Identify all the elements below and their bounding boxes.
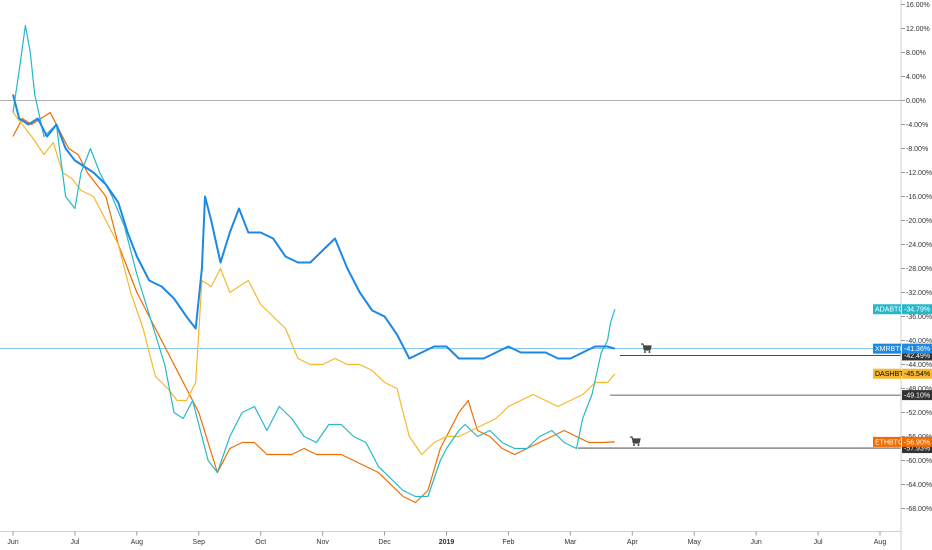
- marker-tag-value: -49.10%: [904, 393, 930, 400]
- tag-layer: -42.49% -49.10% -57.93% ADABTC -34.79% XMRBTC…: [873, 304, 932, 454]
- y-tick-label: -12.00%: [906, 170, 932, 177]
- series-value-tag: -34.79%: [904, 307, 930, 314]
- series-name-tag-bg: [873, 343, 901, 354]
- series-value-tag-bg: [902, 304, 932, 315]
- marker-tag-bg: [902, 390, 932, 401]
- marker-tag-value: -57.93%: [904, 446, 930, 453]
- y-tick-label: -24.00%: [906, 242, 932, 249]
- y-tick-label: -44.00%: [906, 362, 932, 369]
- y-tick-label: -16.00%: [906, 194, 932, 201]
- y-tick-label: -40.00%: [906, 338, 932, 345]
- cart-icon-wheel: [648, 351, 651, 353]
- series-value-tag: -45.54%: [904, 371, 930, 378]
- series-name-tag: XMRBTC: [875, 346, 905, 353]
- marker-layer: [578, 343, 901, 449]
- y-tick-label: -60.00%: [906, 458, 932, 465]
- x-tick-label: Feb: [502, 539, 514, 546]
- series-line-adabtc: [12, 24, 616, 498]
- x-tick-label: May: [688, 539, 702, 546]
- x-tick-label: Nov: [316, 539, 329, 546]
- y-tick-label: 0.00%: [906, 98, 926, 105]
- series-name-tag: ADABTC: [875, 307, 903, 314]
- series-name-tag: ETHBTC: [875, 439, 903, 446]
- cart-icon-basket: [643, 346, 651, 350]
- x-tick-label: 2019: [439, 539, 455, 546]
- x-tick-label: Sep: [193, 539, 206, 546]
- cart-icon: [641, 343, 652, 353]
- series-value-tag-bg: [902, 343, 932, 354]
- cart-icon-wheel: [637, 444, 640, 446]
- series-name-tag-bg: [873, 304, 901, 315]
- cart-icon-wheel: [633, 444, 635, 446]
- y-tick-label: -64.00%: [906, 482, 932, 489]
- x-tick-label: Aug: [874, 539, 887, 546]
- y-tick-label: -52.00%: [906, 410, 932, 417]
- x-tick-label: Jun: [7, 539, 18, 546]
- x-tick-label: Apr: [627, 539, 639, 546]
- series-value-tag-bg: [902, 436, 932, 447]
- y-tick-label: -8.00%: [906, 146, 928, 153]
- y-tick-label: -48.00%: [906, 386, 932, 393]
- y-tick-label: -32.00%: [906, 290, 932, 297]
- series-name-tag: DASHBTC: [875, 371, 908, 378]
- y-tick-label: -4.00%: [906, 122, 928, 129]
- series-value-tag: -41.36%: [904, 346, 930, 353]
- y-tick-label: 12.00%: [906, 26, 930, 33]
- x-tick-label: Jul: [814, 539, 823, 546]
- cart-icon-wheel: [644, 351, 646, 353]
- series-layer: [12, 24, 616, 504]
- series-name-tag-bg: [873, 368, 901, 379]
- x-tick-label: Dec: [378, 539, 391, 546]
- x-tick-label: Oct: [255, 539, 266, 546]
- y-tick-label: 4.00%: [906, 74, 926, 81]
- grid-layer: [0, 100, 901, 350]
- x-tick-label: Jul: [70, 539, 79, 546]
- cart-icon-basket: [632, 439, 640, 443]
- y-tick-label: -20.00%: [906, 218, 932, 225]
- marker-tag-value: -42.49%: [904, 353, 930, 360]
- cart-icon: [630, 436, 641, 446]
- x-tick-label: Jun: [750, 539, 761, 546]
- marker-tag-bg: [902, 443, 932, 454]
- series-name-tag-bg: [873, 436, 901, 447]
- y-tick-label: -68.00%: [906, 506, 932, 513]
- y-tick-label: -36.00%: [906, 314, 932, 321]
- x-tick-label: Aug: [131, 539, 144, 546]
- series-line-ethbtc: [12, 111, 615, 504]
- series-value-tag: -56.90%: [904, 439, 930, 446]
- series-line-xmrbtc: [12, 94, 616, 360]
- y-tick-label: 8.00%: [906, 50, 926, 57]
- y-tick-label: -28.00%: [906, 266, 932, 273]
- series-value-tag-bg: [902, 368, 932, 379]
- x-tick-label: Mar: [564, 539, 577, 546]
- marker-tag-bg: [902, 350, 932, 361]
- series-line-dashbtc: [12, 112, 616, 456]
- y-tick-label: 16.00%: [906, 2, 930, 9]
